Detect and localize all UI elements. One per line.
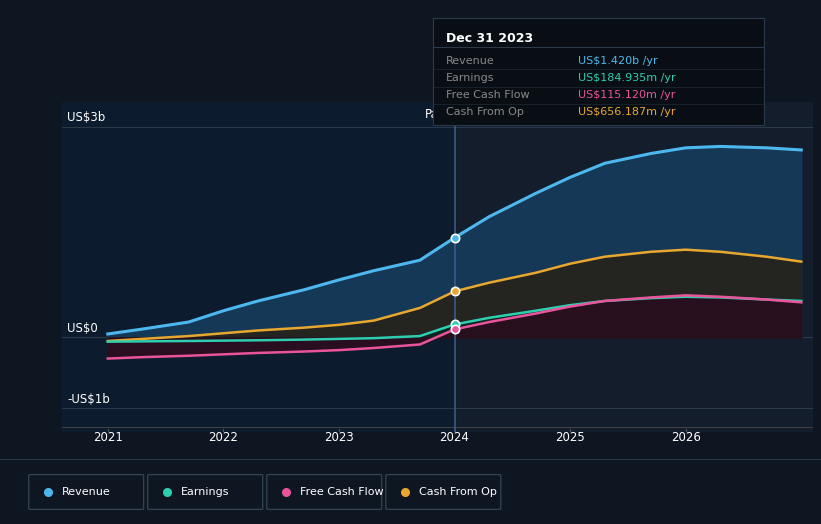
- Text: US$656.187m /yr: US$656.187m /yr: [578, 107, 676, 117]
- Text: 2024: 2024: [439, 431, 470, 444]
- Text: Free Cash Flow: Free Cash Flow: [446, 90, 530, 100]
- Text: Free Cash Flow: Free Cash Flow: [300, 487, 383, 497]
- Text: Earnings: Earnings: [446, 73, 494, 83]
- Text: 2022: 2022: [209, 431, 238, 444]
- Text: 2025: 2025: [555, 431, 585, 444]
- Text: 2023: 2023: [324, 431, 354, 444]
- Text: Cash From Op: Cash From Op: [446, 107, 524, 117]
- Text: 2026: 2026: [671, 431, 700, 444]
- Text: 2021: 2021: [93, 431, 123, 444]
- Text: US$184.935m /yr: US$184.935m /yr: [578, 73, 676, 83]
- Text: Cash From Op: Cash From Op: [419, 487, 497, 497]
- Text: US$0: US$0: [67, 322, 98, 335]
- Text: Earnings: Earnings: [181, 487, 229, 497]
- Bar: [62, 102, 455, 432]
- Text: Analysts Forecasts: Analysts Forecasts: [459, 108, 569, 121]
- Text: Revenue: Revenue: [62, 487, 110, 497]
- Text: -US$1b: -US$1b: [67, 392, 110, 406]
- Text: Dec 31 2023: Dec 31 2023: [446, 32, 533, 45]
- Text: US$3b: US$3b: [67, 111, 106, 124]
- Text: Revenue: Revenue: [446, 56, 494, 66]
- Text: US$115.120m /yr: US$115.120m /yr: [578, 90, 676, 100]
- Text: Past: Past: [425, 108, 450, 121]
- Text: US$1.420b /yr: US$1.420b /yr: [578, 56, 658, 66]
